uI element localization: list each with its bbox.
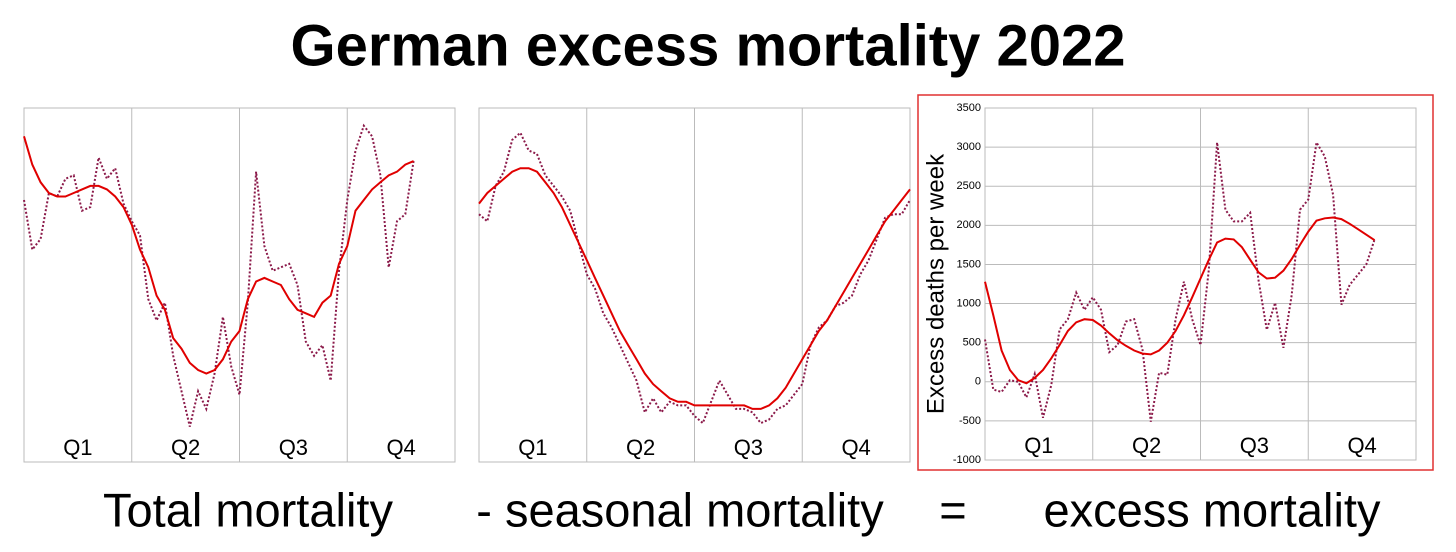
x-tick-label: Q4 <box>1347 433 1376 458</box>
x-tick-label: Q1 <box>1024 433 1053 458</box>
y-tick-label: 1000 <box>957 297 981 309</box>
smoothed-line <box>23 136 414 375</box>
caption: = <box>939 483 966 536</box>
x-tick-label: Q2 <box>171 435 200 460</box>
smoothed-line <box>478 167 911 410</box>
caption: - seasonal mortality <box>476 483 884 536</box>
y-tick-label: 1500 <box>957 258 981 270</box>
x-tick-label: Q1 <box>63 435 92 460</box>
x-tick-label: Q2 <box>1132 433 1161 458</box>
y-tick-label: 500 <box>963 337 981 349</box>
y-tick-label: 3500 <box>957 102 981 114</box>
y-tick-label: 2000 <box>957 219 981 231</box>
x-tick-label: Q4 <box>386 435 415 460</box>
y-axis-label: Excess deaths per week <box>922 153 949 414</box>
smoothed-line <box>984 216 1376 385</box>
y-tick-label: -500 <box>959 415 981 427</box>
y-tick-label: 3000 <box>957 141 981 153</box>
x-tick-label: Q1 <box>518 435 547 460</box>
highlight-frame <box>917 94 1434 471</box>
weekly-line <box>23 123 415 427</box>
x-tick-label: Q3 <box>279 435 308 460</box>
caption: excess mortality <box>1044 483 1381 536</box>
x-tick-label: Q3 <box>734 435 763 460</box>
caption: Total mortality <box>103 483 393 536</box>
x-tick-label: Q3 <box>1240 433 1269 458</box>
y-tick-label: -1000 <box>953 454 981 466</box>
x-tick-label: Q2 <box>626 435 655 460</box>
y-tick-label: 2500 <box>957 180 981 192</box>
y-tick-label: 0 <box>975 376 981 388</box>
chart-title: German excess mortality 2022 <box>290 13 1125 78</box>
x-tick-label: Q4 <box>841 435 870 460</box>
weekly-line <box>984 139 1376 422</box>
